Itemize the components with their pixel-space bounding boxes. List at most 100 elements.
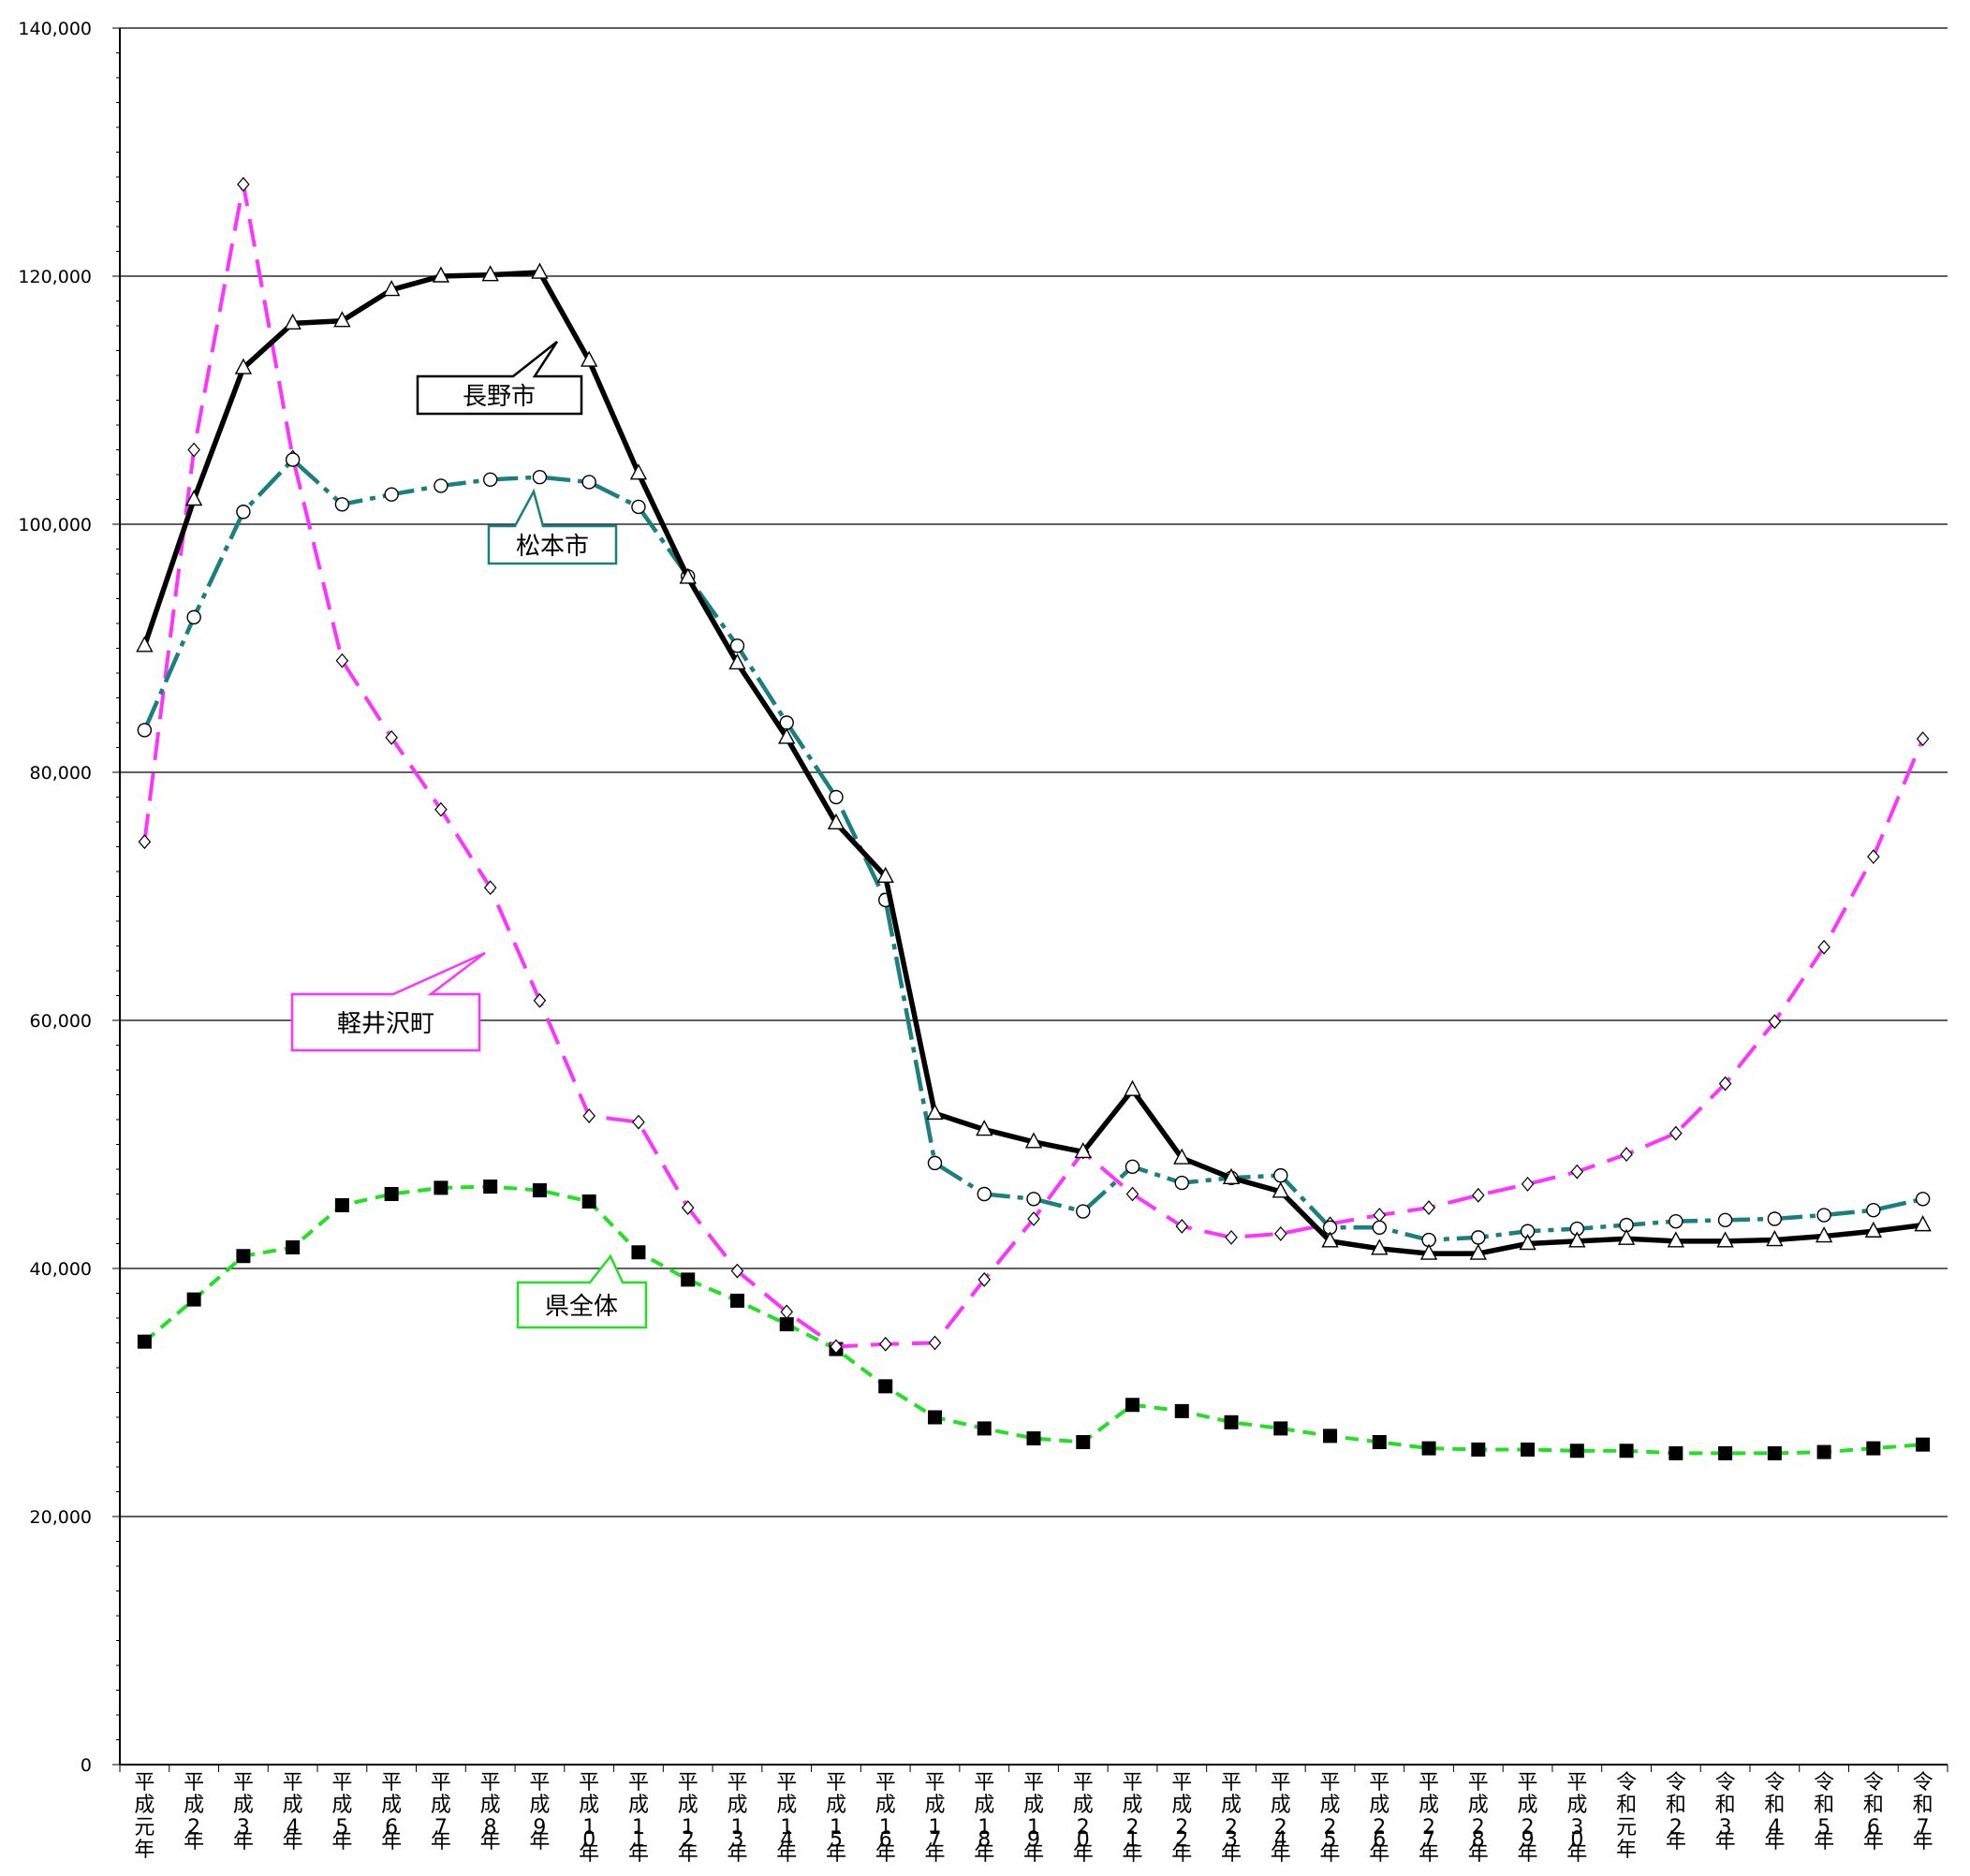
x-tick-label: 令和 4 年 — [1764, 1771, 1785, 1854]
data-point — [1864, 1221, 1883, 1238]
x-tick-label: 令和 6 年 — [1863, 1771, 1884, 1854]
data-point — [1766, 1230, 1784, 1247]
data-point — [482, 472, 498, 487]
y-tick-label: 20,000 — [30, 1507, 92, 1528]
data-point — [631, 1245, 646, 1260]
data-point — [1272, 1181, 1289, 1198]
data-point — [629, 463, 648, 480]
data-point — [1667, 1231, 1685, 1248]
data-point — [1717, 1212, 1733, 1228]
data-point — [1422, 1200, 1435, 1215]
data-point — [483, 880, 497, 896]
x-tick-label: 平成 1 3 年 — [727, 1771, 747, 1866]
y-tick-label: 60,000 — [30, 1011, 92, 1032]
x-tick-label: 平成 2 9 年 — [1518, 1771, 1538, 1866]
data-point — [1568, 1231, 1586, 1248]
x-tick-label: 平成 1 2 年 — [678, 1771, 698, 1866]
data-point — [1175, 1219, 1189, 1234]
data-point — [1570, 1164, 1584, 1180]
data-point — [234, 358, 253, 374]
data-point — [779, 1317, 794, 1332]
data-point — [1125, 1186, 1139, 1202]
data-point — [434, 478, 448, 493]
data-point — [532, 1183, 547, 1198]
data-point — [1867, 849, 1880, 865]
data-point — [138, 834, 152, 850]
x-tick-label: 令和 3 年 — [1715, 1771, 1736, 1854]
data-point — [582, 1108, 595, 1123]
data-point — [382, 280, 401, 297]
data-point — [1472, 1187, 1485, 1203]
data-point — [1767, 1211, 1783, 1226]
x-tick-label: 平成 8 年 — [480, 1771, 501, 1854]
callout-karuizawa-label: 軽井沢町 — [337, 1010, 434, 1038]
data-point — [1817, 939, 1830, 955]
data-point — [334, 1197, 349, 1212]
data-point — [581, 475, 596, 490]
x-tick-label: 平成 7 年 — [431, 1771, 451, 1854]
data-point — [729, 638, 745, 653]
x-tick-label: 平成 2 2 年 — [1171, 1771, 1192, 1866]
data-point — [137, 1334, 152, 1349]
x-tick-label: 平成 1 6 年 — [875, 1771, 896, 1866]
data-point — [1076, 1435, 1091, 1449]
data-point — [334, 497, 350, 512]
data-point — [1124, 1079, 1141, 1096]
data-point — [1617, 1228, 1636, 1245]
data-point — [1866, 1203, 1881, 1218]
data-point — [1125, 1398, 1140, 1413]
x-tick-label: 平成 6 年 — [381, 1771, 402, 1854]
x-tick-label: 平成 2 1 年 — [1123, 1771, 1143, 1866]
data-point — [1815, 1226, 1833, 1243]
data-point — [1174, 1175, 1189, 1191]
x-tick-label: 平成 2 8 年 — [1468, 1771, 1489, 1866]
data-point — [137, 723, 153, 738]
data-point — [187, 442, 200, 458]
data-point — [186, 1292, 201, 1307]
data-point — [679, 567, 697, 584]
x-tick-label: 平成 5 年 — [331, 1771, 352, 1854]
data-point — [1471, 1442, 1486, 1457]
data-point — [1026, 1431, 1041, 1446]
data-point — [284, 313, 301, 330]
data-point — [1914, 1215, 1932, 1232]
data-point — [1024, 1132, 1043, 1149]
data-point — [778, 727, 796, 744]
data-point — [136, 636, 154, 652]
y-tick-label: 0 — [81, 1755, 92, 1776]
x-tick-label: 平成元年 — [134, 1771, 154, 1862]
callout-nagano-label: 長野市 — [463, 383, 536, 411]
series-lines — [136, 177, 1932, 1460]
x-tick-label: 平成 3 0 年 — [1566, 1771, 1587, 1866]
data-point — [237, 177, 250, 192]
data-point — [1620, 1147, 1633, 1163]
data-point — [927, 1155, 943, 1171]
data-point — [876, 866, 894, 883]
series-0 — [136, 262, 1932, 1260]
callout-prefecture-label: 県全体 — [545, 1293, 618, 1321]
data-point — [1519, 1234, 1536, 1251]
x-tick-label: 平成 2 7 年 — [1419, 1771, 1439, 1866]
x-tick-label: 平成 1 8 年 — [974, 1771, 994, 1866]
x-tick-labels: 平成元年 平成 2 年 平成 3 年 平成 4 年 平成 5 年 平成 6 年 平成 7 年 平成 8 年 平成 9 年 平成 1 0… — [134, 1771, 1933, 1866]
data-point — [1916, 731, 1930, 747]
data-point — [1174, 1403, 1189, 1418]
data-point — [681, 1200, 695, 1215]
callout-nagano-box — [416, 341, 583, 416]
data-point — [481, 265, 499, 282]
callout-matsumoto: 松本市 — [487, 488, 618, 565]
y-tick-label: 40,000 — [30, 1259, 92, 1280]
series-1 — [137, 452, 1931, 1248]
y-tick-label: 100,000 — [18, 515, 92, 535]
callout-karuizawa-box — [290, 951, 486, 1052]
data-point — [532, 469, 548, 485]
data-point — [533, 992, 547, 1008]
data-point — [1372, 1220, 1387, 1235]
data-point — [384, 1187, 399, 1201]
data-point — [1224, 1414, 1239, 1429]
data-point — [878, 1336, 892, 1352]
data-point — [1866, 1441, 1881, 1456]
data-point — [1915, 1192, 1931, 1207]
data-point — [184, 490, 203, 506]
